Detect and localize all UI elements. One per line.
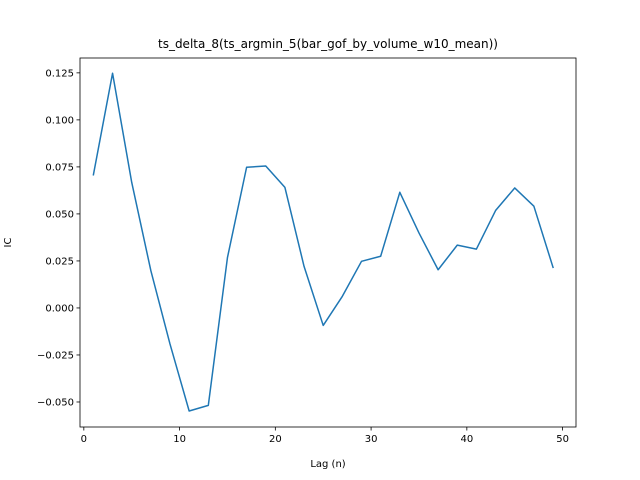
x-tick-label: 10 [173,434,186,445]
x-tick-label: 50 [556,434,569,445]
y-axis: −0.050 −0.025 0.000 0.025 0.050 0.075 0.100 0.1… [37,68,80,408]
y-tick-label: −0.025 [37,350,74,361]
y-tick-label: 0.125 [45,68,74,79]
y-axis-label: IC [3,238,14,248]
x-tick-label: 20 [269,434,282,445]
x-axis-label: Lag (n) [310,459,345,470]
chart-title: ts_delta_8(ts_argmin_5(bar_gof_by_volume… [158,37,498,51]
y-tick-label: 0.100 [45,115,74,126]
series-layer [92,72,554,412]
x-tick-label: 30 [365,434,378,445]
axes-frame [79,57,577,428]
y-tick-label: 0.000 [45,303,74,314]
y-tick-label: 0.075 [45,162,74,173]
y-tick-label: −0.050 [37,397,74,408]
series-line [92,72,554,412]
y-tick-label: 0.050 [45,209,74,220]
x-tick-label: 40 [460,434,473,445]
x-tick-label: 0 [81,434,87,445]
y-tick-label: 0.025 [45,256,74,267]
x-axis: 0 10 20 30 40 50 [81,427,569,445]
